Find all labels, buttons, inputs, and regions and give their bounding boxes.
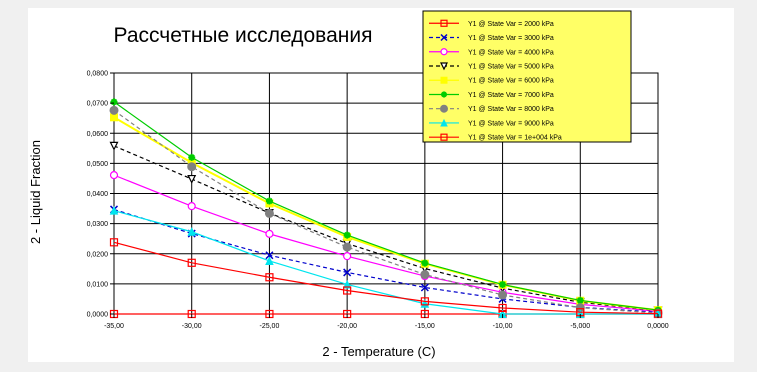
data-point xyxy=(498,290,508,300)
y-axis-ticks: 0,0000 0,0100 0,0200 0,0300 0,0400 0,0500 0,06… xyxy=(87,71,114,319)
data-point xyxy=(498,303,507,313)
x-tick-label: -15,00 xyxy=(415,323,435,330)
data-point xyxy=(342,242,352,252)
legend-label: Y1 @ State Var = 7000 kPa xyxy=(468,92,554,99)
legend-label: Y1 @ State Var = 4000 kPa xyxy=(468,49,554,56)
data-point xyxy=(110,98,118,106)
legend-label: Y1 @ State Var = 3000 kPa xyxy=(468,35,554,42)
y-tick-label: 0,0600 xyxy=(87,131,109,138)
legend-item: Y1 @ State Var = 4000 kPa xyxy=(429,48,554,56)
x-tick-label: -20,00 xyxy=(337,323,357,330)
data-point xyxy=(343,286,352,295)
series-line xyxy=(113,241,659,315)
data-point xyxy=(440,33,448,42)
data-point xyxy=(343,268,352,277)
data-point xyxy=(440,118,448,127)
x-tick-label: -10,00 xyxy=(493,323,513,330)
data-point xyxy=(187,162,197,172)
data-point xyxy=(109,171,119,180)
data-point xyxy=(343,252,352,261)
legend-item: Y1 @ State Var = 6000 kPa xyxy=(429,76,554,85)
data-point xyxy=(576,296,584,304)
x-tick-label: 0,0000 xyxy=(647,323,669,330)
series-line xyxy=(113,109,659,314)
x-tick-label: -35,00 xyxy=(104,323,124,330)
legend-item: Y1 @ State Var = 9000 kPa xyxy=(429,118,554,127)
legend-label: Y1 @ State Var = 8000 kPa xyxy=(468,106,554,113)
data-point xyxy=(343,231,351,239)
data-point xyxy=(187,174,197,184)
data-point xyxy=(265,273,274,282)
data-point xyxy=(188,153,196,161)
data-point xyxy=(187,202,196,211)
data-point xyxy=(499,280,507,288)
data-point xyxy=(421,259,429,267)
legend-label: Y1 @ State Var = 5000 kPa xyxy=(468,63,554,70)
data-point xyxy=(264,208,274,218)
data-point xyxy=(440,19,448,27)
data-point xyxy=(440,104,448,113)
y-axis-label: 2 - Liquid Fraction xyxy=(28,140,43,244)
data-point xyxy=(265,251,274,260)
legend-item: Y1 @ State Var = 8000 kPa xyxy=(429,104,554,113)
data-point xyxy=(265,197,273,205)
y-tick-label: 0,0100 xyxy=(87,281,109,288)
legend: Y1 @ State Var = 2000 kPa Y1 @ State Var … xyxy=(422,10,632,143)
chart-title: Рассчетные исследования xyxy=(114,24,373,47)
data-point xyxy=(342,279,352,289)
data-point xyxy=(440,48,448,56)
data-point xyxy=(109,238,119,247)
data-point xyxy=(441,91,447,98)
data-point xyxy=(440,76,448,84)
series-line xyxy=(113,145,659,312)
series-line xyxy=(113,174,659,312)
data-point xyxy=(109,141,119,151)
y-tick-label: 0,0000 xyxy=(87,312,109,319)
y-tick-label: 0,0700 xyxy=(87,101,109,108)
y-tick-label: 0,0800 xyxy=(87,71,109,78)
data-point xyxy=(109,206,119,215)
x-tick-label: -30,00 xyxy=(182,323,202,330)
data-point xyxy=(440,133,448,141)
legend-item: Y1 @ State Var = 1e+004 kPa xyxy=(429,133,562,142)
data-point xyxy=(187,227,197,236)
data-point xyxy=(420,299,430,308)
series-layer xyxy=(109,98,663,319)
legend-item: Y1 @ State Var = 5000 kPa xyxy=(429,62,554,71)
legend-label: Y1 @ State Var = 2000 kPa xyxy=(468,21,554,28)
legend-label: Y1 @ State Var = 1e+004 kPa xyxy=(468,135,562,142)
series-line xyxy=(113,210,658,315)
x-axis-ticks: -35,00 -30,00 -25,00 -20,00 -15,00 -10,00 -5,0… xyxy=(104,314,669,330)
data-point xyxy=(187,258,196,267)
series-line xyxy=(113,101,659,311)
data-point xyxy=(420,270,430,280)
data-point xyxy=(265,229,274,238)
y-tick-label: 0,0400 xyxy=(87,191,109,198)
y-tick-label: 0,0500 xyxy=(87,161,109,168)
legend-label: Y1 @ State Var = 6000 kPa xyxy=(468,78,554,85)
x-tick-label: -25,00 xyxy=(259,323,279,330)
legend-box xyxy=(422,10,632,143)
y-tick-label: 0,0200 xyxy=(87,251,109,258)
data-point xyxy=(109,105,119,115)
legend-label: Y1 @ State Var = 9000 kPa xyxy=(468,120,554,127)
data-point xyxy=(420,297,429,306)
y-tick-label: 0,0300 xyxy=(87,221,109,228)
x-tick-label: -5,000 xyxy=(570,323,590,330)
legend-item: Y1 @ State Var = 2000 kPa xyxy=(429,19,554,28)
legend-item: Y1 @ State Var = 3000 kPa xyxy=(429,33,554,42)
data-point xyxy=(265,256,274,265)
legend-item: Y1 @ State Var = 7000 kPa xyxy=(429,91,554,99)
data-point xyxy=(440,62,448,71)
data-point xyxy=(420,283,429,292)
x-axis-label: 2 - Temperature (C) xyxy=(322,344,435,359)
series-9 xyxy=(109,238,663,318)
